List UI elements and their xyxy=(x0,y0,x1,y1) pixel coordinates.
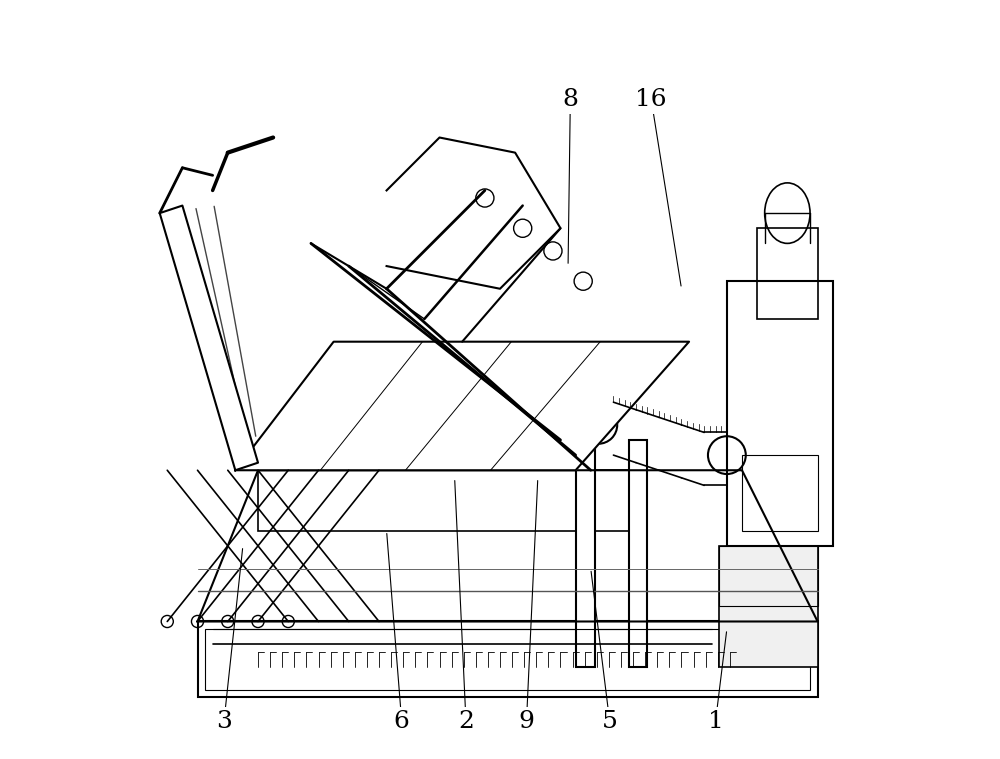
Bar xyxy=(629,440,647,667)
Text: 9: 9 xyxy=(519,710,534,732)
Bar xyxy=(757,228,818,319)
Bar xyxy=(198,622,818,697)
Text: 6: 6 xyxy=(394,710,410,732)
Polygon shape xyxy=(160,206,258,471)
Text: 3: 3 xyxy=(216,710,232,732)
Text: 16: 16 xyxy=(635,88,667,112)
Text: 8: 8 xyxy=(562,88,578,112)
Bar xyxy=(719,546,818,606)
Bar xyxy=(576,440,595,667)
Bar xyxy=(205,629,810,689)
Bar xyxy=(719,546,818,667)
Text: 1: 1 xyxy=(708,710,723,732)
Text: 5: 5 xyxy=(602,710,618,732)
Bar xyxy=(742,455,818,531)
Bar xyxy=(258,471,636,531)
Text: 2: 2 xyxy=(458,710,474,732)
Polygon shape xyxy=(235,342,689,471)
Bar xyxy=(727,281,833,546)
